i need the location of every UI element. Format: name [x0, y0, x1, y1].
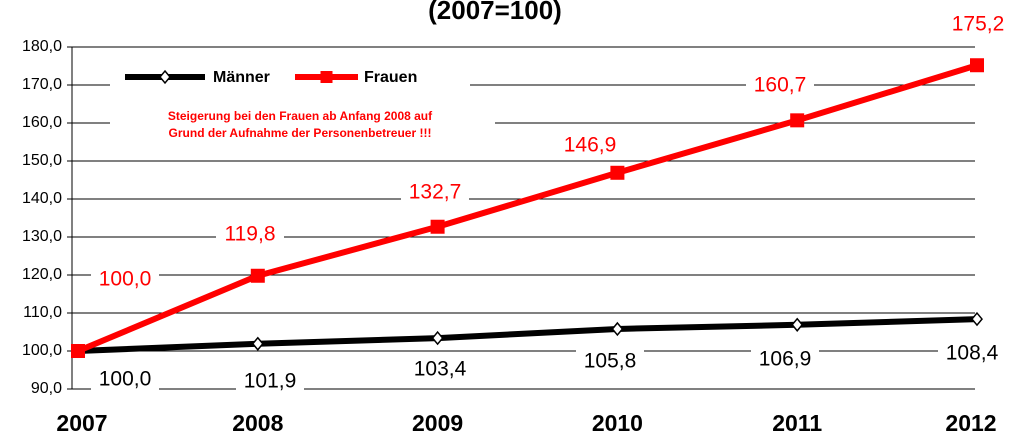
x-tick-label: 2008 [232, 410, 283, 436]
value-label: 100,0 [99, 268, 152, 291]
y-tick-label: 90,0 [31, 380, 62, 397]
annotation: Grund der Aufnahme der Personenbetreuer … [169, 126, 432, 140]
y-tick-label: 170,0 [22, 76, 62, 93]
x-tick-label: 2010 [592, 410, 643, 436]
value-label-bg [746, 73, 814, 99]
value-label-bg [406, 357, 474, 383]
y-tick-label: 100,0 [22, 342, 62, 359]
value-label-bg [91, 267, 159, 293]
legend-label: Frauen [364, 69, 417, 86]
chart-title: (2007=100) [428, 0, 562, 25]
marker [430, 219, 445, 234]
value-label: 100,0 [99, 368, 152, 391]
value-label: 175,2 [952, 13, 1005, 36]
value-label: 108,4 [946, 342, 999, 365]
annotation: Steigerung bei den Frauen ab Anfang 2008… [168, 109, 433, 123]
marker [970, 58, 984, 73]
line-0 [77, 316, 978, 354]
marker [431, 330, 444, 346]
x-tick-label: 2009 [412, 410, 463, 436]
y-tick-label: 180,0 [22, 38, 62, 55]
value-label: 132,7 [409, 181, 462, 204]
value-label-bg [751, 347, 819, 373]
marker [250, 268, 265, 283]
y-tick-label: 150,0 [22, 152, 62, 169]
y-tick-label: 110,0 [23, 304, 62, 321]
x-tick-label: 2012 [945, 410, 996, 436]
value-label: 119,8 [225, 223, 276, 246]
x-tick-label: 2007 [56, 410, 107, 436]
value-label-bg [401, 180, 469, 206]
value-label: 103,4 [414, 358, 467, 381]
value-label: 106,9 [759, 348, 812, 371]
value-label-bg [944, 12, 1012, 38]
value-label: 101,9 [244, 370, 297, 393]
value-label-bg [556, 133, 624, 159]
y-tick-label: 140,0 [22, 190, 62, 207]
marker [71, 344, 85, 358]
legend-label: Männer [213, 69, 270, 86]
value-label-bg [216, 222, 284, 248]
value-label-bg [236, 369, 304, 395]
y-tick-label: 160,0 [22, 114, 62, 131]
legend-marker [320, 71, 333, 83]
y-tick-label: 120,0 [22, 266, 62, 283]
marker [251, 336, 264, 351]
value-label: 160,7 [754, 74, 807, 97]
marker [971, 311, 983, 327]
marker [611, 321, 624, 337]
value-label: 146,9 [564, 134, 617, 157]
value-label-bg [576, 349, 644, 375]
marker [791, 317, 804, 332]
value-label: 105,8 [584, 350, 637, 373]
value-label-bg [938, 341, 1006, 367]
y-tick-label: 130,0 [22, 228, 62, 245]
line-1 [76, 62, 978, 354]
marker [610, 165, 625, 180]
x-tick-label: 2011 [772, 410, 822, 436]
marker [790, 113, 805, 128]
annotation-box [110, 104, 495, 146]
legend-marker [159, 69, 171, 85]
value-label-bg [91, 367, 159, 393]
